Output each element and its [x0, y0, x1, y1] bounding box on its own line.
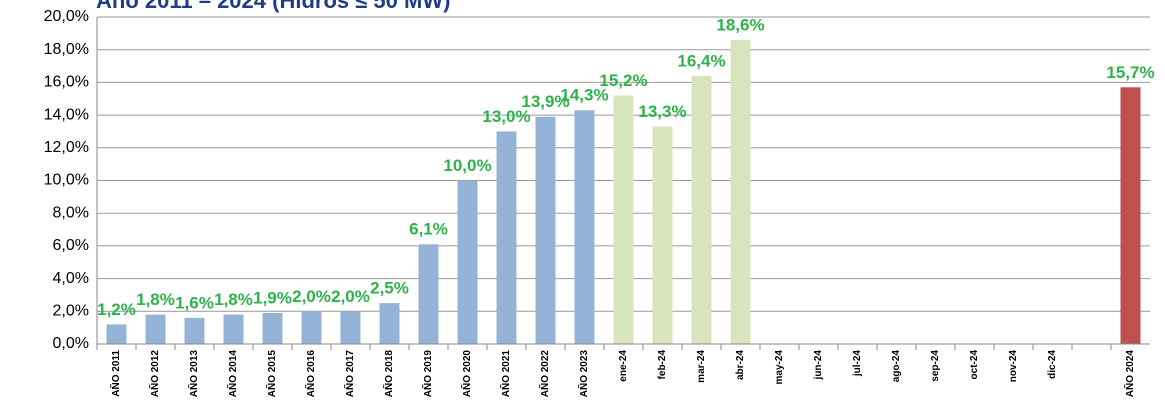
x-tick-label: nov-24 — [1008, 350, 1019, 383]
bar — [223, 314, 244, 344]
y-tick-label: 14,0% — [44, 106, 89, 123]
x-tick-label: may-24 — [774, 350, 785, 385]
x-tick-label: AÑO 2024 — [1123, 350, 1136, 398]
x-tick-label: feb-24 — [657, 350, 668, 380]
bar — [262, 312, 283, 344]
y-tick-label: 0,0% — [53, 335, 89, 352]
x-tick-label: AÑO 2022 — [538, 350, 551, 398]
bar — [145, 314, 166, 344]
y-tick-label: 20,0% — [44, 8, 89, 25]
bar — [691, 75, 712, 345]
x-tick-label: AÑO 2015 — [265, 350, 278, 398]
y-tick-label: 6,0% — [53, 237, 89, 254]
value-label: 2,0% — [292, 287, 331, 306]
x-tick-label: abr-24 — [735, 350, 746, 380]
y-tick-label: 2,0% — [53, 303, 89, 320]
x-tick-label: AÑO 2019 — [421, 350, 434, 398]
bar — [496, 131, 517, 344]
value-label: 1,2% — [97, 300, 136, 319]
x-tick-label: AÑO 2011 — [109, 350, 122, 397]
value-label: 1,8% — [214, 290, 253, 309]
value-label: 16,4% — [677, 51, 725, 70]
value-label: 2,5% — [370, 279, 409, 298]
value-label: 13,3% — [638, 102, 686, 121]
value-label: 15,7% — [1106, 63, 1154, 82]
bar — [730, 39, 751, 344]
bar — [652, 126, 673, 344]
bar — [184, 317, 205, 344]
value-label: 18,6% — [716, 15, 764, 34]
value-label: 13,0% — [482, 107, 530, 126]
x-tick-label: AÑO 2013 — [187, 350, 200, 398]
bar — [613, 95, 634, 344]
value-label: 2,0% — [331, 287, 370, 306]
x-tick-label: sep-24 — [930, 350, 941, 382]
x-tick-label: AÑO 2020 — [460, 350, 473, 398]
x-tick-label: jul-24 — [852, 350, 863, 378]
x-tick-label: mar-24 — [696, 350, 707, 383]
y-tick-label: 16,0% — [44, 74, 89, 91]
x-tick-label: AÑO 2014 — [226, 350, 239, 398]
x-tick-label: AÑO 2016 — [304, 350, 317, 398]
value-label: 6,1% — [409, 220, 448, 239]
x-tick-label: jun-24 — [813, 350, 824, 381]
value-label: 15,2% — [599, 71, 647, 90]
bar — [535, 116, 556, 344]
chart-title: Año 2011 – 2024 (Hidros ≤ 50 MW) — [96, 0, 450, 13]
x-tick-label: AÑO 2021 — [499, 350, 512, 398]
x-tick-label: AÑO 2017 — [343, 350, 356, 398]
x-tick-label: AÑO 2023 — [577, 350, 590, 398]
y-tick-label: 4,0% — [53, 270, 89, 287]
bar — [379, 303, 400, 344]
bar — [418, 244, 439, 344]
y-tick-label: 10,0% — [44, 172, 89, 189]
bar — [301, 311, 322, 344]
value-label: 1,8% — [136, 290, 175, 309]
x-tick-label: AÑO 2018 — [382, 350, 395, 398]
y-tick-label: 18,0% — [44, 41, 89, 58]
value-label: 14,3% — [560, 86, 608, 105]
y-tick-label: 8,0% — [53, 204, 89, 221]
bar — [574, 110, 595, 344]
bar — [457, 180, 478, 344]
value-label: 13,9% — [521, 92, 569, 111]
value-label: 1,9% — [253, 288, 292, 307]
x-tick-label: ene-24 — [618, 350, 629, 382]
value-label: 10,0% — [443, 156, 491, 175]
x-tick-label: ago-24 — [891, 350, 902, 383]
bar — [106, 324, 127, 344]
x-tick-label: oct-24 — [969, 350, 980, 380]
x-tick-label: AÑO 2012 — [148, 350, 161, 398]
bar — [1120, 87, 1141, 345]
y-tick-label: 12,0% — [44, 139, 89, 156]
bar — [340, 311, 361, 344]
x-tick-label: dic-24 — [1047, 350, 1058, 379]
value-label: 1,6% — [175, 293, 214, 312]
